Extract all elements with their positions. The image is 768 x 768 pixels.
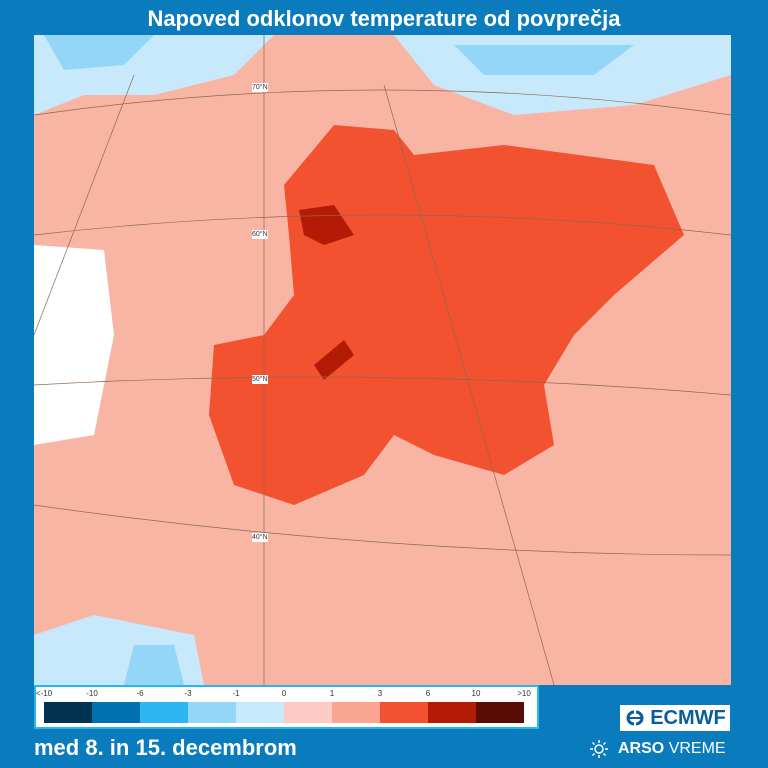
ecmwf-logo-icon bbox=[626, 710, 644, 726]
sun-icon bbox=[590, 740, 608, 758]
forecast-period: med 8. in 15. decembrom bbox=[34, 735, 297, 760]
legend-label: >10 bbox=[517, 689, 531, 698]
cold-anomaly-africa-core bbox=[124, 645, 184, 685]
cold-anomaly-north-core bbox=[44, 35, 154, 70]
legend-swatch bbox=[44, 702, 92, 723]
latitude-label: 70°N bbox=[252, 83, 268, 92]
ecmwf-text: ECMWF bbox=[650, 707, 726, 729]
latitude-label: 40°N bbox=[252, 533, 268, 542]
legend-swatch bbox=[428, 702, 476, 723]
legend-label: 3 bbox=[377, 689, 383, 698]
legend-swatch bbox=[284, 702, 332, 723]
temperature-anomaly-map: 70°N 60°N 50°N 40°N bbox=[33, 35, 732, 686]
legend-label: 0 bbox=[281, 689, 287, 698]
legend-label: <-10 bbox=[35, 689, 53, 698]
arso-text: ARSO bbox=[618, 740, 665, 757]
color-legend: <-10 -10 -6 -3 -1 0 1 3 6 10 >10 bbox=[34, 685, 539, 729]
legend-swatch bbox=[380, 702, 428, 723]
map-title: Napoved odklonov temperature od povprečj… bbox=[147, 6, 621, 31]
legend-label: -6 bbox=[136, 689, 144, 698]
legend-swatch bbox=[236, 702, 284, 723]
arso-logo: ARSO VREME bbox=[590, 739, 726, 759]
legend-label: 6 bbox=[425, 689, 431, 698]
legend-swatch bbox=[140, 702, 188, 723]
warm-anomaly-core bbox=[314, 340, 354, 380]
graticule bbox=[33, 35, 732, 686]
legend-swatch bbox=[332, 702, 380, 723]
vreme-text: VREME bbox=[668, 740, 726, 757]
legend-swatch bbox=[188, 702, 236, 723]
cold-anomaly-arctic-core bbox=[454, 45, 634, 75]
cold-anomaly-atlantic bbox=[34, 245, 114, 445]
legend-label: 1 bbox=[329, 689, 335, 698]
legend-label: -3 bbox=[184, 689, 192, 698]
legend-label: -1 bbox=[232, 689, 240, 698]
legend-swatch bbox=[476, 702, 524, 723]
map-shading bbox=[33, 35, 732, 686]
ecmwf-logo: ECMWF bbox=[620, 705, 730, 731]
legend-label: 10 bbox=[471, 689, 481, 698]
legend-label: -10 bbox=[86, 689, 98, 698]
latitude-label: 50°N bbox=[252, 375, 268, 384]
latitude-label: 60°N bbox=[252, 230, 268, 239]
legend-swatch bbox=[92, 702, 140, 723]
